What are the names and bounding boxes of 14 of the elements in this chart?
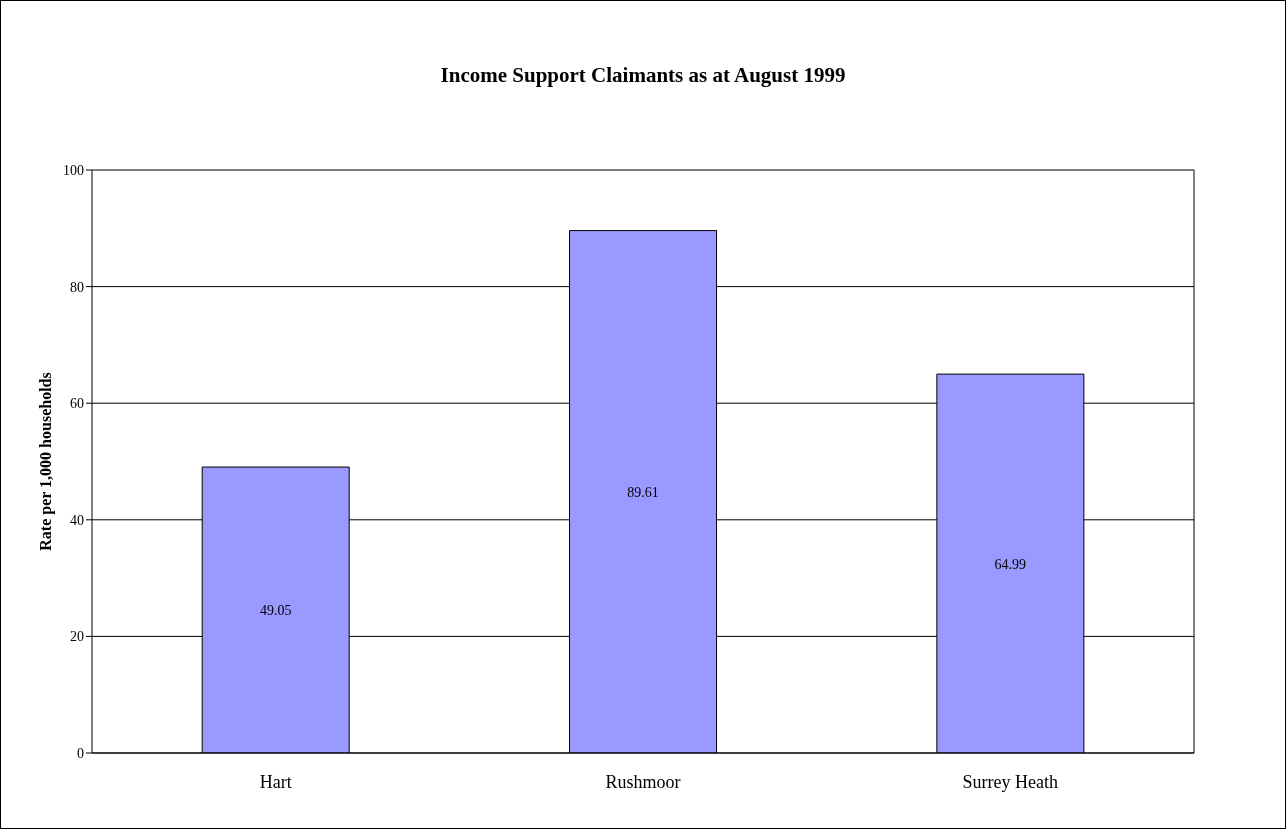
x-tick-label: Surrey Heath bbox=[962, 771, 1059, 792]
data-label: 49.05 bbox=[259, 602, 292, 618]
chart-title: Income Support Claimants as at August 1999 bbox=[439, 63, 847, 88]
y-tick-label: 0 bbox=[77, 745, 84, 761]
x-tick-label: Hart bbox=[259, 771, 292, 792]
data-label: 89.61 bbox=[627, 484, 659, 500]
y-axis-title: Rate per 1,000 households bbox=[36, 372, 55, 551]
y-tick-label: 20 bbox=[70, 629, 84, 645]
x-tick-label: Rushmoor bbox=[605, 771, 681, 792]
y-tick-label: 60 bbox=[70, 396, 84, 412]
data-label: 64.99 bbox=[994, 556, 1027, 572]
y-tick-label: 100 bbox=[63, 162, 84, 178]
y-tick-label: 80 bbox=[70, 279, 84, 295]
y-tick-label: 40 bbox=[70, 512, 84, 528]
